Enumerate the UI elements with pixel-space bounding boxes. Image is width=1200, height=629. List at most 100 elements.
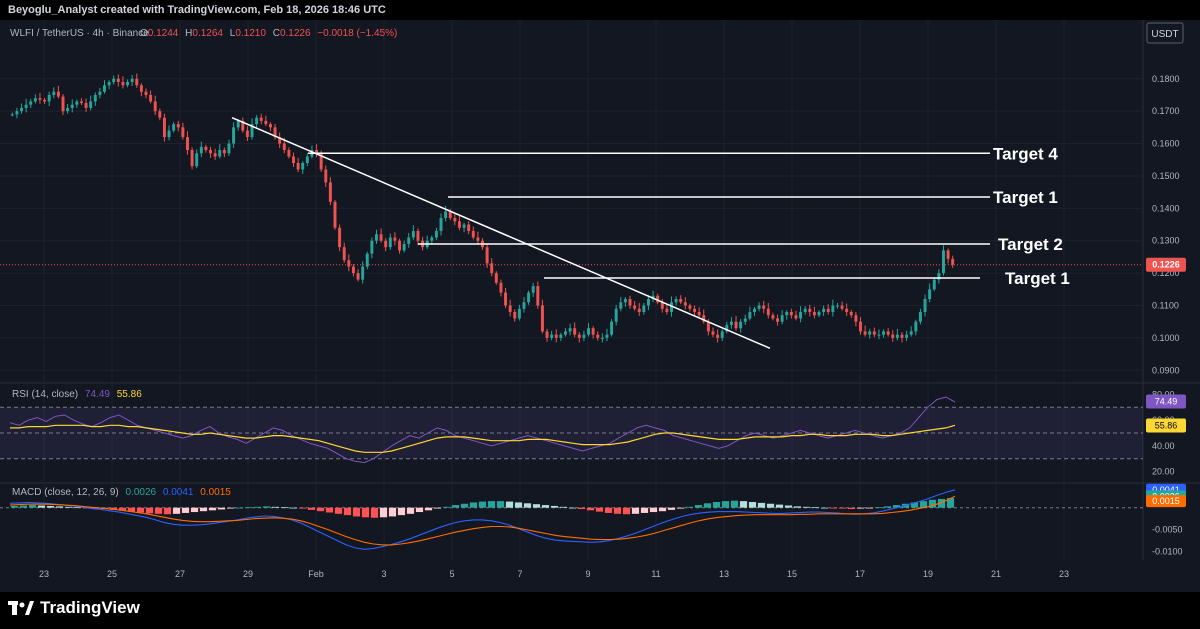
- price-axis[interactable]: 0.1800 0.1700 0.1600 0.1500 0.1400 0.1300 0.12…: [1146, 74, 1186, 557]
- candle-body: [139, 85, 143, 92]
- candle-body: [79, 101, 83, 104]
- rsi-line: [9, 396, 956, 464]
- macd-title: MACD (close, 12, 26, 9): [12, 487, 119, 498]
- rsi-band-background: [0, 406, 1143, 460]
- candle-body: [43, 99, 47, 102]
- candle-body: [176, 124, 180, 128]
- macd-histogram-bar: [145, 507, 154, 514]
- candle-body: [849, 311, 853, 316]
- tradingview-footer[interactable]: TradingView: [8, 597, 140, 619]
- candle-body: [614, 308, 618, 322]
- candle-body: [430, 237, 434, 241]
- candle-body: [642, 305, 646, 312]
- macd-histogram-bar: [757, 502, 766, 508]
- macd-histogram-bar: [127, 507, 136, 512]
- candle-body: [697, 311, 701, 316]
- candle-body: [296, 162, 300, 170]
- candle-body: [577, 334, 581, 338]
- macd-histogram-bar: [370, 507, 379, 518]
- macd-histogram-bar: [469, 502, 478, 508]
- candle-body: [384, 240, 388, 248]
- macd-histogram-bar: [514, 502, 523, 508]
- change-value: −0.0018 (−1.45%): [317, 28, 397, 39]
- macd-histogram-bar: [604, 507, 613, 513]
- candle-body: [351, 266, 355, 274]
- candle-body: [794, 315, 798, 319]
- candle-body: [753, 308, 756, 312]
- candle-body: [121, 82, 125, 86]
- drawing-annotations[interactable]: Target 4 Target 1 Target 2 Target 1: [231, 116, 1070, 349]
- candle-body: [356, 273, 360, 280]
- rsi-ma-line: [10, 424, 956, 453]
- candle-body: [702, 315, 706, 322]
- candle-body: [633, 305, 637, 309]
- candle-body: [388, 237, 392, 248]
- candle-body: [674, 299, 678, 303]
- candle-body: [596, 334, 600, 338]
- time-tick-label: 17: [855, 569, 865, 579]
- candle-body: [923, 299, 927, 312]
- candle-body: [292, 156, 295, 163]
- price-tick-label: 0.1200: [1152, 268, 1180, 278]
- macd-histogram-bar: [847, 507, 856, 509]
- currency-badge[interactable]: [1146, 22, 1184, 44]
- macd-histogram-bar: [829, 507, 838, 509]
- candle-body: [167, 130, 171, 138]
- candle-body: [38, 98, 42, 100]
- candle-body: [89, 101, 93, 108]
- candle-body: [499, 282, 503, 293]
- candle-body: [679, 299, 683, 303]
- macd-histogram-bar: [46, 505, 55, 508]
- macd-histogram-bar: [406, 507, 415, 514]
- candlestick-series[interactable]: [0, 73, 1143, 343]
- candle-body: [540, 305, 544, 332]
- high-label: H: [185, 28, 192, 39]
- candle-body: [527, 292, 531, 303]
- candle-body: [333, 201, 337, 228]
- candle-body: [564, 331, 567, 335]
- candle-body: [637, 308, 641, 312]
- candle-body: [393, 237, 397, 241]
- macd-histogram-bar: [739, 501, 748, 508]
- candle-body: [273, 127, 277, 138]
- candle-body: [729, 321, 733, 325]
- candle-body: [863, 331, 867, 335]
- macd-histogram-bar: [136, 507, 145, 513]
- candle-body: [305, 156, 309, 163]
- price-tick-label: 0.1400: [1152, 203, 1180, 213]
- candle-body: [610, 321, 614, 335]
- candle-body: [545, 331, 549, 338]
- candle-body: [324, 169, 328, 183]
- close-value: 0.1226: [280, 28, 311, 39]
- candle-body: [656, 295, 660, 303]
- time-tick-label: 5: [449, 569, 454, 579]
- time-axis[interactable]: 23 25 27 29 Feb 3 5 7 9 11 13 15 17 19 21 23: [39, 569, 1069, 579]
- macd-series[interactable]: [0, 489, 1143, 550]
- macd-histogram-bar: [568, 507, 577, 509]
- rsi-tick-label: 40.00: [1152, 441, 1175, 451]
- candle-body: [264, 120, 268, 125]
- candle-body: [84, 103, 88, 108]
- macd-histogram-bar: [838, 507, 847, 509]
- candle-body: [213, 153, 217, 157]
- macd-histogram-bar: [361, 507, 370, 518]
- candle-body: [379, 234, 383, 241]
- rsi-value-label: 74.49: [1155, 397, 1178, 407]
- candle-body: [508, 305, 512, 312]
- candle-body: [928, 289, 932, 300]
- macd-histogram-bar: [28, 505, 37, 508]
- high-value: 0.1264: [192, 28, 223, 39]
- candle-body: [900, 334, 904, 338]
- candle-body: [338, 227, 342, 248]
- macd-histogram-bar: [874, 507, 883, 509]
- candle-body: [33, 98, 37, 102]
- candle-body: [531, 286, 535, 293]
- candle-body: [918, 311, 922, 322]
- candle-body: [241, 120, 245, 131]
- rsi-series[interactable]: [9, 396, 956, 464]
- candle-body: [407, 237, 411, 244]
- target-label: Target 4: [993, 144, 1058, 163]
- candle-body: [24, 104, 28, 108]
- signal-legend-value: 0.0041: [163, 487, 194, 498]
